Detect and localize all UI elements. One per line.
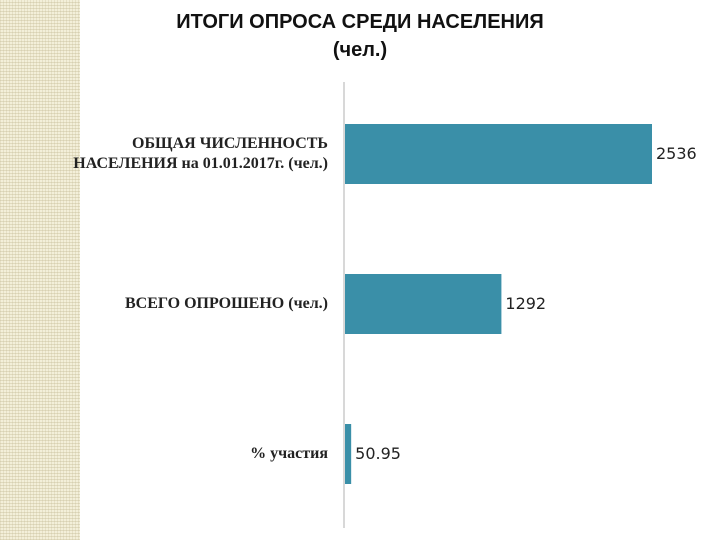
category-label-line: ВСЕГО ОПРОШЕНО (чел.)	[124, 295, 328, 312]
category-label-surveyed: ВСЕГО ОПРОШЕНО (чел.)	[0, 294, 328, 314]
category-label-line: % участия	[250, 445, 328, 462]
category-label-line: НАСЕЛЕНИЯ на 01.01.2017г. (чел.)	[73, 155, 328, 172]
bars-group	[345, 124, 652, 484]
category-label-participation: % участия	[0, 444, 328, 464]
category-label-line: ОБЩАЯ ЧИСЛЕННОСТЬ	[132, 135, 328, 152]
chart-title-line-1: ИТОГИ ОПРОСА СРЕДИ НАСЕЛЕНИЯ	[176, 11, 544, 33]
bar-surveyed	[345, 274, 502, 334]
chart-title-line-2: (чел.)	[332, 39, 388, 61]
bar-participation	[345, 424, 352, 484]
chart-title: ИТОГИ ОПРОСА СРЕДИ НАСЕЛЕНИЯ (чел.)	[80, 8, 640, 64]
value-label: 2536	[656, 144, 697, 163]
value-label: 50.95	[355, 444, 401, 463]
bar-population	[345, 124, 652, 184]
value-label: 1292	[505, 294, 547, 313]
category-label-population: ОБЩАЯ ЧИСЛЕННОСТЬ НАСЕЛЕНИЯ на 01.01.201…	[0, 134, 328, 174]
decorative-side-pattern	[0, 0, 80, 540]
